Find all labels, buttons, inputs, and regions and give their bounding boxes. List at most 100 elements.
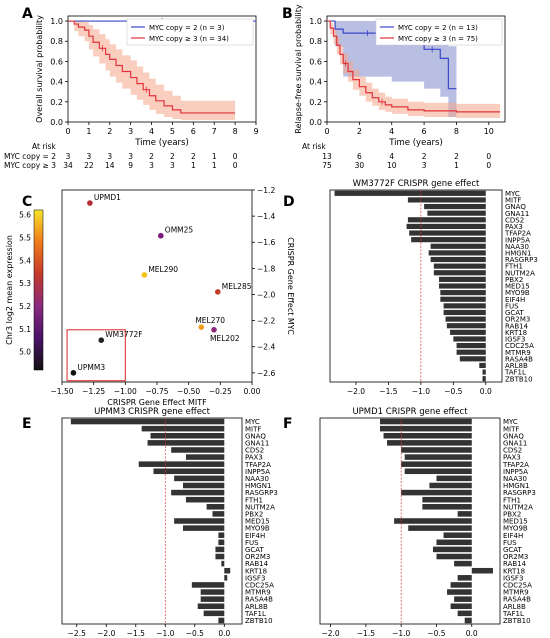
colorbar-tick-label: 5.1 — [19, 325, 31, 334]
y-tick-label: −1.4 — [257, 212, 275, 221]
y-axis-title: Relapse-free survival probability — [294, 4, 303, 133]
category-label: GCAT — [245, 546, 265, 554]
category-label: OR2M3 — [503, 553, 528, 561]
category-label: MYC — [505, 190, 520, 198]
x-tick-label: −0.25 — [209, 387, 232, 396]
highlight-box — [66, 329, 126, 382]
at-risk-title: At risk — [302, 142, 326, 151]
bar — [433, 263, 486, 269]
y-tick-label: 0.8 — [309, 37, 322, 46]
category-label: INPP5A — [505, 236, 530, 244]
bar — [174, 518, 225, 524]
category-label: PBX2 — [503, 510, 521, 518]
bar — [224, 575, 228, 581]
category-label: MITF — [503, 425, 519, 433]
bar — [457, 575, 472, 581]
category-label: ZBTB10 — [503, 617, 531, 625]
category-label: INPP5A — [245, 468, 270, 476]
scatter-point — [98, 337, 105, 344]
bar — [439, 276, 486, 282]
category-label: CDC25A — [503, 582, 532, 590]
category-label: RASGRP3 — [505, 256, 538, 264]
bar — [482, 369, 486, 375]
category-label: PBX2 — [245, 510, 263, 518]
category-label: MYO9B — [505, 289, 530, 297]
bar — [224, 567, 231, 574]
category-label: PBX2 — [505, 276, 523, 284]
panel-label: C — [22, 194, 32, 210]
y-axis-title: CRISPR Gene Effect MYC — [286, 237, 295, 335]
bar — [70, 418, 225, 425]
category-label: PAX3 — [245, 454, 263, 462]
plot-frame — [319, 417, 501, 625]
x-axis-title: Time (years) — [388, 138, 443, 148]
category-label: RAB14 — [245, 560, 269, 568]
category-label: TFAP2A — [504, 230, 531, 238]
category-label: EIF4H — [505, 296, 525, 304]
category-label: RASGRP3 — [245, 489, 278, 497]
x-axis-title: CRISPR Gene Effect MITF — [107, 398, 207, 407]
bar — [411, 237, 486, 243]
category-label: RAB14 — [505, 322, 529, 330]
bar — [185, 496, 225, 503]
x-axis-title: Time (years) — [134, 138, 189, 148]
x-tick-label: 9 — [253, 127, 258, 136]
bar — [440, 290, 486, 296]
bar — [200, 589, 225, 595]
y-tick-label: 0.0 — [309, 118, 322, 127]
bar — [456, 349, 486, 355]
panel-label: D — [283, 194, 295, 210]
bar — [191, 582, 225, 588]
bar — [454, 596, 472, 602]
point-label: MEL290 — [148, 265, 178, 274]
panel-d: D WM3772F CRISPR gene effect MYCMITFGNAQGN… — [283, 179, 538, 396]
x-tick-label: 3 — [128, 127, 133, 136]
x-tick-label: −0.75 — [146, 387, 169, 396]
bar — [450, 603, 472, 610]
category-label: GNAQ — [503, 432, 524, 440]
at-risk-value: 3 — [170, 161, 175, 170]
at-risk-value: 2 — [422, 152, 427, 161]
bar — [221, 560, 225, 567]
at-risk-value: 2 — [170, 152, 175, 161]
category-label: HMGN1 — [505, 249, 531, 257]
bar — [450, 582, 472, 588]
point-label: UPMD1 — [94, 193, 121, 202]
plot-frame — [61, 417, 243, 625]
bar — [150, 432, 225, 439]
category-label: IGSF3 — [245, 574, 265, 582]
x-tick-label: −1.5 — [127, 629, 145, 638]
y-tick-label: 0.4 — [50, 78, 63, 87]
x-tick-label: 2 — [357, 127, 362, 136]
at-risk-value: 1 — [454, 161, 459, 170]
at-risk-value: 10 — [387, 161, 397, 170]
colorbar-tick-label: 5.0 — [19, 348, 31, 357]
at-risk-value: 2 — [191, 152, 196, 161]
category-label: MED15 — [503, 518, 528, 526]
bar — [404, 454, 472, 460]
bar — [471, 567, 493, 574]
x-tick-label: 2 — [107, 127, 112, 136]
ci-band-2 — [68, 21, 236, 120]
y-tick-label: −1.8 — [257, 264, 275, 273]
bar — [203, 610, 225, 617]
x-tick-label: 6 — [191, 127, 196, 136]
bar — [422, 504, 472, 510]
x-tick-label: −0.5 — [444, 387, 462, 396]
x-tick-label: 7 — [212, 127, 217, 136]
bar — [174, 475, 225, 482]
plot-frame — [326, 15, 506, 123]
at-risk-value: 3 — [66, 152, 71, 161]
bar — [153, 468, 225, 475]
at-risk-value: 2 — [149, 152, 154, 161]
category-label: NUTM2A — [503, 503, 533, 511]
y-tick-label: 0.6 — [309, 57, 322, 66]
at-risk-value: 0 — [233, 152, 238, 161]
point-label: WM3772F — [105, 330, 142, 339]
point-label: MEL285 — [222, 282, 252, 291]
bar — [459, 356, 486, 362]
category-label: MTMR9 — [505, 349, 531, 357]
category-label: HMGN1 — [503, 482, 529, 490]
category-label: TFAP2A — [244, 461, 271, 469]
point-label: UPMM3 — [77, 363, 105, 372]
